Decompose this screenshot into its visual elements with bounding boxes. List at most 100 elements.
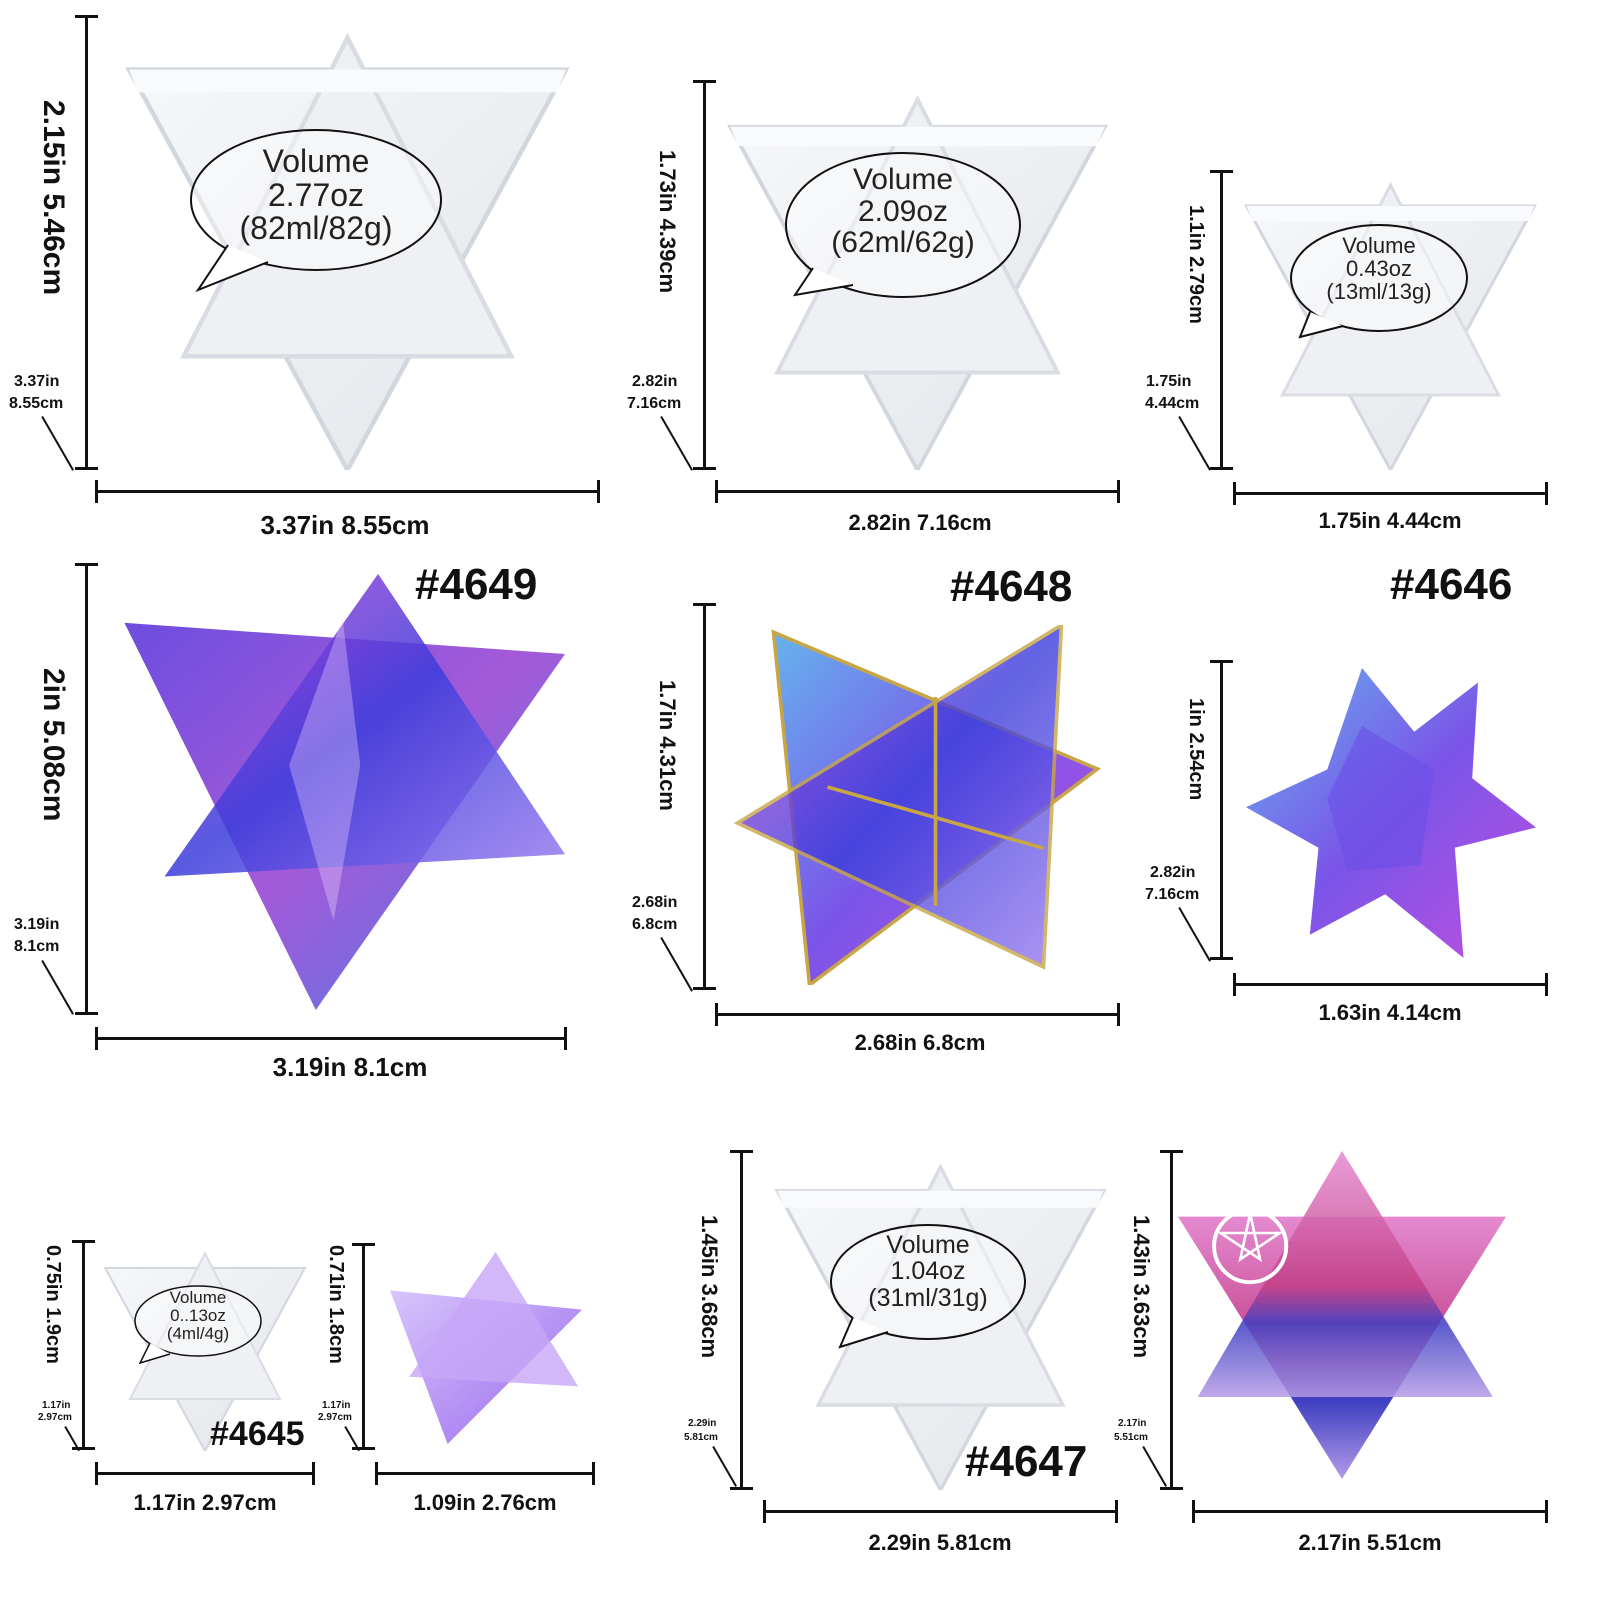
volume-ml: (62ml/62g) [831, 226, 975, 259]
resin-4648-height-line [693, 603, 716, 990]
resin-4647-height-label: 1.43in 3.63cm [1129, 1215, 1154, 1359]
resin-4645-depth-in: 1.17in [322, 1400, 351, 1411]
resin-4647-width-label: 2.17in 5.51cm [1298, 1530, 1442, 1555]
resin-4649-depth-in: 3.19in [14, 916, 60, 933]
mold-4649-width-label: 3.37in 8.55cm [260, 510, 430, 540]
mold-4648-depth-line [660, 416, 693, 471]
resin-star-4648-image [733, 625, 1102, 985]
mold-4648-image [727, 95, 1108, 470]
resin-star-4646-image [1246, 668, 1536, 958]
resin-4645-height-label: 0.71in 1.8cm [325, 1245, 347, 1364]
volume-title: Volume [1342, 233, 1416, 258]
mold-4649-height-label: 2.15in 5.46cm [37, 100, 70, 296]
mold-4646-depth-in: 1.75in [1146, 373, 1192, 390]
resin-4648-depth-in: 2.68in [632, 894, 678, 911]
volume-bubble-4646: Volume 0.43oz (13ml/13g) [1288, 222, 1470, 340]
volume-bubble-4648: Volume 2.09oz (62ml/62g) [783, 150, 1023, 300]
mold-4649-width-line [95, 480, 600, 503]
volume-title: Volume [262, 143, 370, 179]
mold-4646-depth-cm: 4.44cm [1145, 395, 1200, 412]
product-code-4647: #4647 [965, 1437, 1088, 1486]
mold-4647-width-label: 2.29in 5.81cm [868, 1530, 1012, 1555]
resin-4648-depth-cm: 6.8cm [632, 916, 678, 933]
resin-4649-depth-line [41, 960, 74, 1015]
product-code-4646: #4646 [1390, 560, 1513, 609]
mold-4645-width-label: 1.17in 2.97cm [133, 1490, 277, 1515]
resin-4649-width-line [95, 1027, 567, 1050]
volume-bubble-4647: Volume 1.04oz (31ml/31g) [828, 1222, 1028, 1352]
resin-4649-height-line [75, 563, 98, 1015]
resin-4646-width-label: 1.63in 4.14cm [1318, 1000, 1462, 1025]
mold-4645-height-line [72, 1240, 95, 1450]
mold-4646-width-label: 1.75in 4.44cm [1318, 508, 1462, 533]
resin-4649-height-label: 2in 5.08cm [37, 668, 70, 822]
mold-4649-depth-in: 3.37in [14, 373, 60, 390]
resin-4646-height-label: 1in 2.54cm [1185, 698, 1207, 801]
mold-4646-image [1243, 181, 1538, 470]
mold-4646-height-line [1210, 170, 1233, 470]
product-code-4649: #4649 [415, 560, 538, 609]
volume-bubble-4649: Volume 2.77oz (82ml/82g) [188, 125, 444, 295]
mold-4647-depth-line [712, 1446, 737, 1487]
volume-oz: 2.77oz [267, 176, 365, 213]
resin-4647-depth-in: 2.17in [1118, 1418, 1147, 1429]
resin-4645-depth-cm: 2.97cm [318, 1412, 352, 1423]
resin-4648-depth-line [660, 937, 693, 992]
volume-oz: 2.09oz [857, 194, 949, 228]
volume-oz: 0.43oz [1345, 256, 1413, 282]
volume-title: Volume [886, 1231, 970, 1259]
mold-4645-image [103, 1251, 307, 1451]
volume-ml: (13ml/13g) [1326, 279, 1432, 305]
volume-title: Volume [169, 1288, 227, 1307]
resin-4645-width-line [375, 1462, 595, 1485]
resin-star-4649-image [124, 573, 565, 1010]
resin-4648-width-label: 2.68in 6.8cm [854, 1030, 986, 1055]
resin-star-4647-image [1178, 1151, 1506, 1479]
resin-4647-depth-cm: 5.51cm [1114, 1432, 1148, 1443]
mold-4645-depth-in: 1.17in [42, 1400, 71, 1411]
mold-4649-image [125, 32, 570, 470]
mold-4647-depth-in: 2.29in [688, 1418, 717, 1429]
mold-4647-image [774, 1163, 1107, 1490]
volume-oz: 0..13oz [170, 1305, 226, 1325]
mold-4649-depth-cm: 8.55cm [9, 395, 64, 412]
volume-oz: 1.04oz [890, 1257, 966, 1286]
resin-4645-width-label: 1.09in 2.76cm [413, 1490, 557, 1515]
mold-4647-height-line [730, 1150, 753, 1490]
volume-ml: (4ml/4g) [166, 1323, 230, 1343]
product-code-4648: #4648 [950, 562, 1073, 611]
resin-4647-height-line [1160, 1150, 1183, 1490]
resin-4646-height-line [1210, 660, 1233, 960]
product-code-4645: #4645 [210, 1415, 305, 1453]
mold-4645-width-line [95, 1462, 315, 1485]
resin-star-4645-image [390, 1252, 582, 1444]
resin-4645-height-line [352, 1243, 375, 1450]
resin-4649-width-label: 3.19in 8.1cm [272, 1052, 428, 1082]
resin-4648-width-line [715, 1003, 1120, 1026]
volume-ml: (31ml/31g) [868, 1283, 988, 1312]
mold-4647-height-label: 1.45in 3.68cm [697, 1215, 722, 1359]
resin-4649-depth-cm: 8.1cm [14, 938, 60, 955]
volume-title: Volume [852, 163, 954, 196]
mold-4646-width-line [1233, 482, 1548, 505]
mold-4649-depth-line [41, 416, 74, 471]
mold-4648-width-line [715, 480, 1120, 503]
resin-4646-depth-line [1178, 907, 1211, 962]
mold-4649-height-line [75, 15, 98, 470]
resin-4646-depth-in: 2.82in [1150, 864, 1196, 881]
mold-4645-depth-cm: 2.97cm [38, 1412, 72, 1423]
resin-4646-depth-cm: 7.16cm [1145, 886, 1200, 903]
mold-4648-depth-in: 2.82in [632, 373, 678, 390]
mold-4648-width-label: 2.82in 7.16cm [848, 510, 992, 535]
volume-ml: (82ml/82g) [239, 210, 393, 247]
resin-4646-width-line [1233, 973, 1548, 996]
resin-4647-depth-line [1142, 1446, 1167, 1487]
mold-4647-depth-cm: 5.81cm [684, 1432, 718, 1443]
mold-4648-depth-cm: 7.16cm [627, 395, 682, 412]
mold-4646-depth-line [1178, 416, 1211, 471]
mold-4648-height-label: 1.73in 4.39cm [655, 150, 680, 294]
resin-4647-width-line [1192, 1500, 1548, 1523]
mold-4646-height-label: 1.1in 2.79cm [1185, 205, 1207, 324]
mold-4647-width-line [763, 1500, 1118, 1523]
mold-4645-height-label: 0.75in 1.9cm [42, 1245, 64, 1364]
